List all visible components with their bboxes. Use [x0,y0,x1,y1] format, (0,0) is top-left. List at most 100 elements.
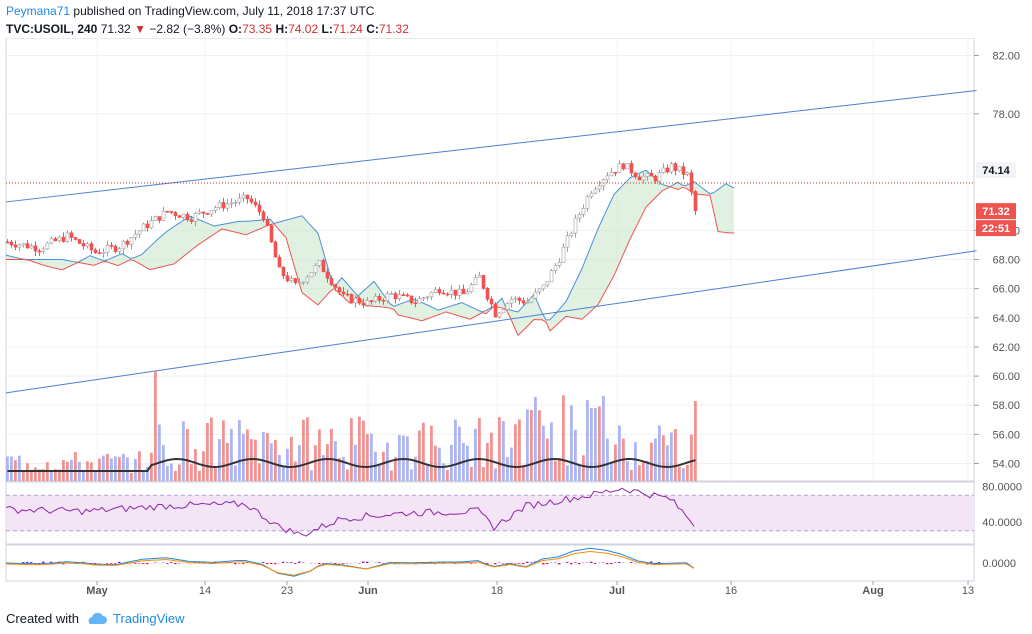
candle-body [385,293,390,301]
candle-body [141,223,146,232]
channel-lower-line [5,250,977,394]
candle-body [277,256,282,268]
candle-body [241,194,246,199]
candle-body [525,301,530,304]
candle-body [57,236,62,242]
macd-histogram-bar [62,563,65,565]
trend-channel[interactable] [5,89,977,394]
candle-body [661,167,666,174]
volume-bar [662,435,665,481]
macd-histogram-bar [50,561,53,563]
macd-histogram-bar [322,563,325,564]
candle-body [529,297,534,303]
candle-body [653,175,658,182]
rsi-line-path [5,487,695,537]
tradingview-link[interactable]: TradingView [112,611,185,626]
candle-body [205,213,210,215]
volume-bar [454,419,457,481]
time-tick-label: 13 [962,585,974,597]
close-label: C: [366,22,379,36]
macd-lines [5,547,697,577]
candle-body [585,196,590,209]
volume-bar [262,432,265,481]
volume-bar [550,422,553,481]
macd-histogram-bar [494,563,497,565]
candle-body [449,289,454,295]
volume-bar [514,424,517,481]
macd-histogram-bar [106,563,109,564]
volume-bar [334,441,337,481]
volume-bar [278,454,281,481]
volume-bar [542,425,545,481]
volume-bar [106,453,109,481]
volume-bar [378,465,381,481]
volume-bar [582,455,585,481]
macd-histogram-bar [242,563,245,565]
publish-text: published on TradingView.com, July 11, 2… [73,4,375,18]
chart-header: Peymana71 published on TradingView.com, … [6,2,409,38]
volume-bar [354,444,357,481]
volume-bar [318,429,321,481]
candle-body [633,172,638,178]
candle-body [181,213,186,218]
candle-body [453,289,458,296]
candle-body [53,238,58,242]
volume-bar [538,410,541,481]
candles [5,160,698,319]
volume-bar [410,469,413,481]
volume-bar [302,419,305,481]
candle-body [113,245,118,252]
candle-body [461,288,466,295]
macd-histogram-bar [202,562,205,563]
volume-bar [438,447,441,481]
candle-body [545,281,550,286]
candle-body [317,260,322,266]
volume-bar [10,456,13,481]
candle-body [577,214,582,219]
candle-body [657,172,662,182]
candle-body [369,300,374,302]
last-price: 71.32 [100,22,131,36]
macd-histogram-bar [558,563,561,565]
volume-bar [42,469,45,481]
footer: Created with TradingView [6,611,185,626]
candle-body [693,191,698,212]
candle-body [237,197,242,203]
candle-body [353,298,358,304]
volume-bar [250,439,253,481]
candle-body [397,294,402,300]
candle-body [521,300,526,304]
macd-histogram-bar [614,562,617,563]
volume-bars [6,371,697,481]
volume-bar [634,442,637,481]
candle-body [609,171,614,177]
volume-bar [242,433,245,481]
author-link[interactable]: Peymana71 [6,4,71,18]
rsi-tick-label: 80.0000 [982,481,1022,493]
candle-body [257,204,262,213]
candle-body [673,163,678,171]
volume-bar [190,464,193,481]
price-chart[interactable]: 82.0078.0070.0068.0066.0064.0062.0060.00… [0,38,1032,602]
candle-body [325,271,330,279]
volume-bar [586,399,589,481]
macd-histogram-bar [594,563,597,564]
volume-bar [362,420,365,481]
volume-bar [670,432,673,481]
candle-body [61,236,66,242]
candle-body [137,230,142,235]
volume-bar [498,417,501,481]
candle-body [341,291,346,295]
macd-signal-line [5,550,695,576]
volume-bar [434,445,437,481]
volume-bar [342,456,345,481]
created-with-text: Created with [6,611,79,626]
volume-bar [206,422,209,481]
candle-body [9,241,14,246]
macd-histogram-bar [94,563,97,565]
macd-histogram-bar [138,563,141,564]
candle-body [493,303,498,318]
macd-axis: 0.0000 [982,558,1016,570]
macd-histogram-bar [142,563,145,564]
volume-bar [426,465,429,481]
